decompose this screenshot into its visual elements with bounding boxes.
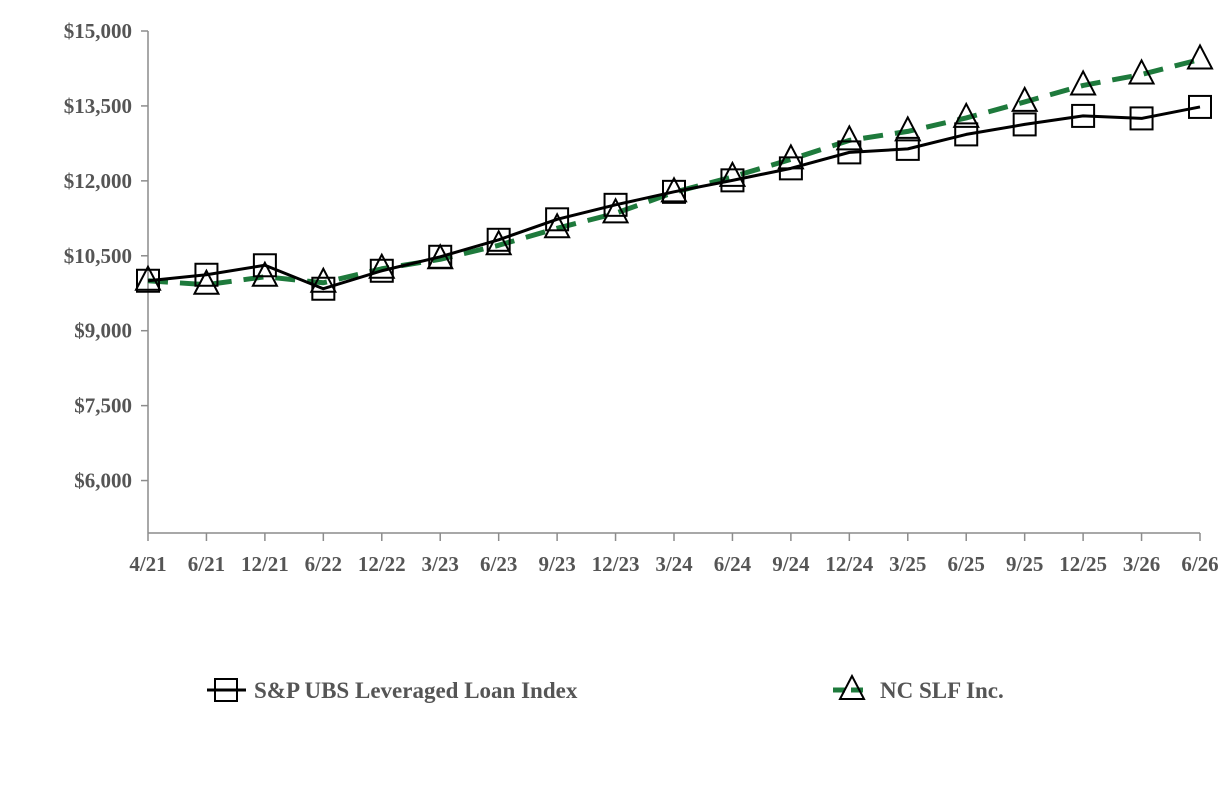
x-tick-label: 3/26	[1123, 552, 1160, 576]
x-tick-label: 12/24	[825, 552, 873, 576]
square-marker	[1012, 112, 1037, 137]
x-tick-label: 6/21	[188, 552, 225, 576]
y-tick-label: $6,000	[74, 469, 132, 493]
square-marker	[1129, 106, 1154, 131]
square-marker	[603, 192, 628, 217]
triangle-marker	[134, 264, 162, 291]
legend-label: NC SLF Inc.	[880, 678, 1004, 703]
square-marker	[895, 136, 920, 161]
triangle-marker	[894, 115, 922, 142]
square-marker	[545, 207, 570, 232]
square-marker	[1071, 103, 1096, 128]
triangle-marker	[952, 101, 980, 128]
square-marker	[486, 227, 511, 252]
x-tick-label: 12/25	[1059, 552, 1107, 576]
legend: S&P UBS Leveraged Loan Index NC SLF Inc.	[207, 673, 1004, 703]
triangle-marker	[309, 266, 337, 293]
legend-square-marker	[214, 678, 238, 702]
legend-label: S&P UBS Leveraged Loan Index	[254, 678, 578, 703]
triangle-marker	[601, 197, 630, 224]
axes: $6,000 $7,500 $9,000 $10,500 $12,000 $13,500 $…	[64, 19, 1219, 576]
x-tick-label: 3/25	[889, 552, 926, 576]
x-tick-label: 3/23	[422, 552, 459, 576]
triangle-marker	[251, 260, 279, 287]
triangle-marker	[368, 252, 396, 279]
square-marker	[194, 262, 219, 287]
y-tick-label: $13,500	[64, 94, 132, 118]
square-marker	[311, 276, 336, 301]
legend-triangle-marker	[838, 673, 866, 700]
x-tick-label: 3/24	[655, 552, 693, 576]
y-tick-label: $7,500	[74, 394, 132, 418]
square-marker	[252, 253, 277, 278]
x-tick-label: 12/22	[358, 552, 406, 576]
y-tick-label: $15,000	[64, 19, 132, 43]
x-tick-label: 4/21	[129, 552, 166, 576]
legend-item-index: S&P UBS Leveraged Loan Index	[207, 678, 578, 703]
y-tick-label: $10,500	[64, 244, 132, 268]
legend-item-fund: NC SLF Inc.	[833, 673, 1004, 703]
x-tick-label: 6/24	[714, 552, 752, 576]
square-marker	[778, 156, 803, 181]
x-tick-label: 6/26	[1181, 552, 1218, 576]
triangle-marker	[1186, 43, 1214, 70]
y-tick-label: $12,000	[64, 169, 132, 193]
series-layer	[134, 43, 1214, 301]
x-tick-label: 9/25	[1006, 552, 1043, 576]
square-marker	[136, 268, 160, 293]
triangle-marker	[835, 124, 863, 151]
square-marker	[662, 179, 686, 204]
series-fund	[134, 43, 1214, 295]
square-marker	[720, 168, 745, 193]
x-tick-label: 12/23	[592, 552, 640, 576]
square-marker	[369, 258, 394, 283]
y-tick-label: $9,000	[74, 319, 132, 343]
series-line	[147, 105, 1201, 291]
x-tick-label: 6/22	[305, 552, 342, 576]
square-marker	[428, 244, 453, 269]
series-line	[147, 57, 1201, 288]
series-index	[136, 94, 1212, 301]
x-tick-label: 12/21	[241, 552, 289, 576]
x-tick-label: 9/23	[538, 552, 575, 576]
triangle-marker	[1127, 58, 1156, 85]
x-tick-label: 6/23	[480, 552, 517, 576]
x-tick-label: 9/24	[772, 552, 810, 576]
triangle-marker	[1011, 85, 1039, 112]
square-marker	[1188, 94, 1212, 119]
x-tick-label: 6/25	[948, 552, 985, 576]
triangle-marker	[1069, 69, 1097, 96]
triangle-marker	[192, 268, 221, 295]
square-marker	[954, 122, 979, 147]
triangle-marker	[543, 212, 571, 239]
triangle-marker	[718, 160, 747, 187]
square-marker	[837, 140, 862, 165]
